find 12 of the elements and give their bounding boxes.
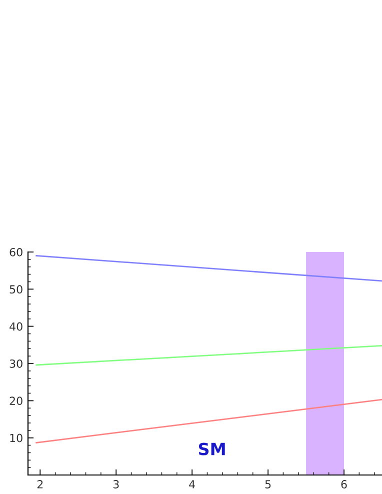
y-tick-label: 40 bbox=[10, 322, 22, 331]
y-tick-label: 60 bbox=[10, 248, 22, 256]
x-tick-label: 6 bbox=[341, 480, 347, 488]
x-tick-label: 3 bbox=[113, 480, 119, 488]
x-tick-label: 2 bbox=[37, 480, 43, 488]
annotation: SM bbox=[198, 442, 225, 456]
y-tick-label: 10 bbox=[10, 434, 22, 442]
y-tick-label: 30 bbox=[10, 359, 22, 368]
y-tick-label: 20 bbox=[10, 396, 22, 406]
x-tick-label: 4 bbox=[189, 480, 195, 488]
x-tick-label: 5 bbox=[265, 480, 271, 488]
y-tick-label: 50 bbox=[10, 285, 22, 294]
